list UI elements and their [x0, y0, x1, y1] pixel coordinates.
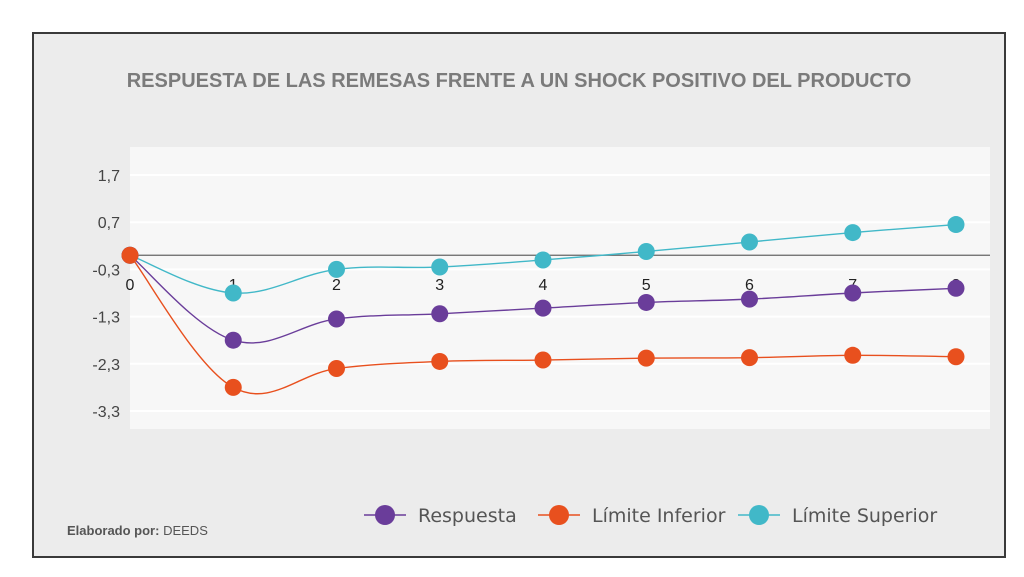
- data-point: [121, 246, 139, 264]
- x-tick-label: 0: [126, 277, 135, 294]
- x-tick-label: 5: [642, 277, 651, 294]
- x-tick-label: 6: [745, 277, 754, 294]
- data-point: [844, 224, 862, 242]
- data-point: [431, 305, 449, 323]
- data-point: [328, 260, 345, 278]
- data-point: [224, 284, 242, 302]
- x-tick-label: 2: [332, 277, 341, 294]
- data-point: [637, 349, 655, 367]
- credit-note: Elaborado por: DEEDS: [67, 523, 208, 538]
- data-point: [534, 351, 552, 369]
- data-point: [328, 310, 345, 328]
- plot-area: [130, 147, 990, 429]
- y-tick-label: -2,3: [92, 357, 120, 374]
- y-tick-label: 1,7: [98, 168, 120, 185]
- data-point: [431, 352, 449, 370]
- legend-marker: [375, 505, 395, 525]
- x-tick-label: 3: [435, 277, 444, 294]
- data-point: [328, 360, 345, 378]
- data-point: [741, 349, 758, 367]
- chart-frame: RESPUESTA DE LAS REMESAS FRENTE A UN SHO…: [32, 32, 1006, 558]
- data-point: [637, 293, 655, 311]
- legend-label: Límite Inferior: [592, 505, 726, 527]
- data-point: [637, 242, 655, 260]
- legend-marker: [749, 505, 769, 525]
- data-point: [224, 331, 242, 349]
- credit-label: Elaborado por:: [67, 523, 160, 538]
- legend-label: Límite Superior: [792, 505, 937, 527]
- y-tick-label: -3,3: [92, 404, 120, 421]
- data-point: [844, 284, 862, 302]
- data-point: [224, 378, 242, 396]
- data-point: [741, 290, 758, 308]
- data-point: [844, 346, 862, 364]
- x-tick-label: 4: [539, 277, 548, 294]
- y-tick-label: 0,7: [98, 215, 120, 232]
- legend-label: Respuesta: [418, 505, 517, 527]
- data-point: [534, 299, 552, 317]
- data-point: [947, 348, 965, 366]
- data-point: [741, 233, 758, 251]
- legend-marker: [549, 505, 569, 525]
- credit-value: DEEDS: [163, 523, 208, 538]
- series-line: [129, 254, 957, 395]
- data-point: [431, 258, 449, 276]
- data-point: [947, 216, 965, 234]
- y-tick-label: -1,3: [92, 310, 120, 327]
- data-point: [947, 279, 965, 297]
- data-point: [534, 251, 552, 269]
- y-tick-label: -0,3: [92, 262, 120, 279]
- chart-title: RESPUESTA DE LAS REMESAS FRENTE A UN SHO…: [126, 70, 912, 92]
- line-chart: 1,70,7-0,3-1,3-2,3-3,3012345678Respuesta…: [92, 147, 990, 527]
